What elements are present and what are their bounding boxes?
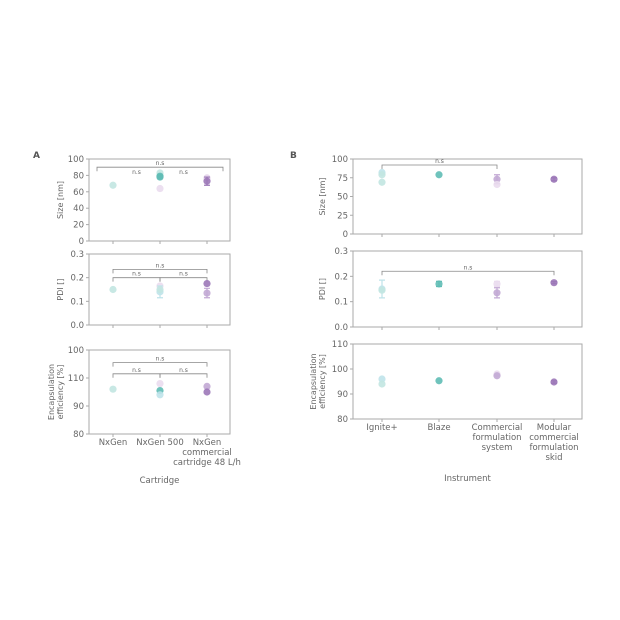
data-point	[550, 175, 558, 183]
y-tick-label: 90	[337, 390, 348, 400]
x-tick-label: NxGen commercial cartridge 48 L/h	[173, 438, 241, 468]
y-tick-label: 100	[68, 155, 84, 165]
data-point	[493, 372, 501, 380]
data-point	[378, 380, 386, 388]
significance-bracket	[159, 277, 208, 282]
significance-bracket	[112, 373, 161, 378]
data-point	[378, 375, 386, 383]
y-tick-label: 110	[68, 374, 84, 384]
y-tick-label: 0.3	[334, 247, 348, 257]
significance-label: n.s	[156, 356, 165, 363]
x-tick-label: Modular commercial formulation skid	[529, 423, 579, 463]
x-tick-label: NxGen	[99, 438, 128, 448]
y-tick-label: 0.1	[70, 297, 84, 307]
y-tick-label: 25	[337, 211, 348, 221]
plot-frame	[352, 250, 583, 328]
y-tick-label: 0	[343, 230, 348, 240]
y-tick-label: 0.0	[334, 323, 348, 333]
significance-bracket	[96, 166, 224, 172]
y-axis-label: Encapsulationefficiency [%]	[309, 353, 327, 409]
significance-label: n.s	[132, 271, 141, 278]
y-tick-label: 0.3	[70, 250, 84, 260]
significance-bracket	[112, 362, 208, 367]
panel-label: B	[290, 151, 297, 161]
y-tick-label: 100	[68, 346, 84, 356]
data-point	[493, 180, 501, 189]
data-point	[435, 171, 443, 179]
y-tick-label: 90	[73, 402, 84, 412]
y-tick-label: 75	[337, 174, 348, 184]
data-point	[378, 178, 386, 186]
data-point	[156, 184, 164, 193]
y-tick-label: 0	[79, 237, 84, 247]
y-tick-label: 100	[332, 365, 348, 375]
significance-bracket	[159, 373, 208, 378]
data-point	[109, 285, 117, 294]
y-tick-label: 110	[332, 340, 348, 350]
significance-label: n.s	[156, 160, 165, 167]
data-point	[203, 382, 211, 390]
y-tick-label: 80	[73, 171, 84, 181]
data-point	[156, 173, 164, 181]
significance-label: n.s	[179, 271, 188, 278]
significance-label: n.s	[132, 367, 141, 374]
y-tick-label: 0.0	[70, 321, 84, 331]
significance-label: n.s	[179, 367, 188, 374]
data-point	[493, 280, 501, 288]
x-tick-label: Blaze	[427, 423, 450, 433]
y-tick-label: 20	[73, 221, 84, 231]
y-tick-label: 40	[73, 204, 84, 214]
y-tick-label: 80	[337, 415, 348, 425]
data-point	[493, 289, 501, 297]
significance-bracket	[381, 164, 498, 169]
plot-frame	[352, 343, 583, 420]
data-point	[493, 175, 501, 183]
y-tick-label: 80	[73, 430, 84, 440]
data-point	[550, 378, 558, 386]
significance-bracket	[112, 268, 208, 274]
y-axis-label: PDI []	[318, 278, 327, 300]
data-point	[203, 289, 211, 297]
significance-label: n.s	[464, 264, 473, 271]
data-point	[378, 286, 386, 294]
y-tick-label: 0.1	[334, 298, 348, 308]
x-tick-label: Ignite+	[366, 423, 397, 433]
data-point	[550, 279, 558, 287]
panel-label: A	[33, 151, 40, 161]
y-axis-label: Encapsulationefficiency [%]	[47, 364, 65, 420]
significance-bracket	[381, 270, 555, 276]
plot-frame	[352, 158, 583, 235]
y-axis-label: Size [nm]	[56, 181, 65, 219]
significance-label: n.s	[132, 169, 141, 176]
significance-label: n.s	[156, 262, 165, 269]
x-tick-label: Commercial formulation system	[472, 423, 523, 453]
data-point	[156, 391, 164, 399]
y-tick-label: 100	[332, 155, 348, 165]
y-tick-label: 50	[337, 193, 348, 203]
significance-label: n.s	[435, 158, 444, 165]
data-point	[378, 171, 386, 179]
data-point	[109, 385, 117, 393]
y-axis-label: PDI []	[56, 278, 65, 300]
significance-label: n.s	[179, 169, 188, 176]
y-axis-label: Size [nm]	[318, 177, 327, 215]
data-point	[435, 280, 443, 288]
data-point	[203, 279, 211, 288]
data-point	[156, 380, 164, 388]
data-point	[435, 377, 443, 385]
data-point	[109, 181, 117, 189]
significance-bracket	[112, 277, 161, 282]
x-tick-label: NxGen 500	[136, 438, 184, 448]
y-tick-label: 60	[73, 188, 84, 198]
data-point	[203, 177, 211, 185]
x-axis-label: Instrument	[444, 474, 491, 484]
data-point	[203, 388, 211, 396]
data-point	[156, 285, 164, 294]
y-tick-label: 0.2	[70, 274, 84, 284]
y-tick-label: 0.2	[334, 272, 348, 282]
x-axis-label: Cartridge	[140, 476, 180, 486]
